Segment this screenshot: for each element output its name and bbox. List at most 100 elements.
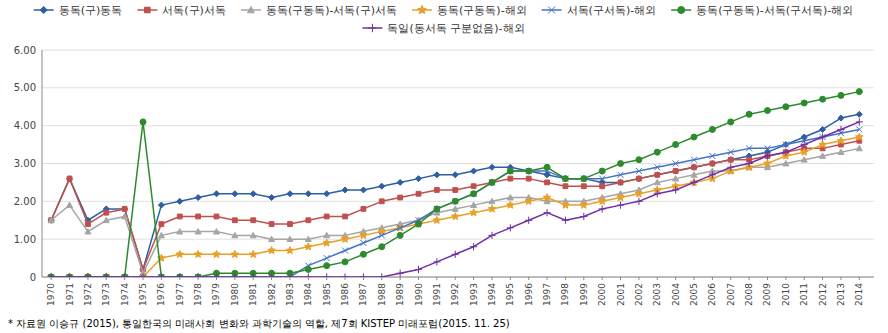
point-marker <box>783 142 789 148</box>
point-marker <box>195 274 201 277</box>
point-marker <box>416 191 421 196</box>
point-marker <box>764 108 770 114</box>
point-marker <box>416 176 422 182</box>
point-marker <box>323 239 330 246</box>
point-marker <box>543 209 550 216</box>
point-marker <box>543 194 550 201</box>
point-marker <box>562 217 569 224</box>
point-marker <box>306 218 311 223</box>
point-marker <box>654 172 660 178</box>
point-marker <box>837 126 844 133</box>
x-tick-label: 1994 <box>487 283 497 306</box>
point-marker <box>452 198 458 204</box>
point-marker <box>213 250 220 257</box>
x-tick-label: 1979 <box>211 283 221 306</box>
grid-line <box>42 239 874 240</box>
point-marker <box>452 213 459 220</box>
point-marker <box>360 240 366 246</box>
point-marker <box>48 274 54 277</box>
point-marker <box>490 180 495 185</box>
plot-area <box>47 89 863 277</box>
point-marker <box>452 198 458 204</box>
point-marker <box>434 188 439 193</box>
point-marker <box>856 126 862 132</box>
point-marker <box>159 222 164 227</box>
point-marker <box>746 160 753 167</box>
legend-marker <box>368 24 376 32</box>
point-marker <box>214 214 219 219</box>
point-marker <box>690 179 697 186</box>
point-marker <box>158 202 164 208</box>
x-tick-label: 2004 <box>671 283 681 306</box>
point-marker <box>360 251 366 257</box>
point-marker <box>470 209 477 216</box>
x-tick-label: 1982 <box>267 283 277 306</box>
legend-label: 서독(구)서독 <box>162 4 226 17</box>
point-marker <box>305 266 311 272</box>
y-tick-label: 4.00 <box>14 120 36 131</box>
point-marker <box>728 119 734 125</box>
point-marker <box>746 111 752 117</box>
x-tick-label: 2012 <box>818 283 828 306</box>
x-tick-label: 1986 <box>340 283 350 306</box>
point-marker <box>489 179 495 185</box>
point-marker <box>672 186 679 193</box>
point-marker <box>140 119 146 125</box>
point-marker <box>195 273 202 277</box>
point-marker <box>764 152 771 159</box>
point-marker <box>654 164 660 170</box>
point-marker <box>618 179 624 185</box>
x-tick-label: 2013 <box>836 283 846 306</box>
legend-item: 동독(구동독)-서독(구)서독 <box>241 4 397 17</box>
x-tick-label: 1972 <box>83 283 93 306</box>
point-marker <box>636 168 642 174</box>
point-marker <box>433 258 440 265</box>
legend-label: 동독(구)동독 <box>59 4 123 17</box>
x-tick-label: 2014 <box>854 283 864 306</box>
point-marker <box>581 184 586 189</box>
x-tick-label: 1989 <box>395 283 405 306</box>
point-marker <box>746 145 752 151</box>
point-marker <box>323 273 330 277</box>
point-marker <box>471 202 477 207</box>
point-marker <box>122 213 128 218</box>
point-marker <box>104 210 109 215</box>
chart: 동독(구)동독서독(구)서독동독(구동독)-서독(구)서독동독(구동독)-해외서… <box>0 0 888 333</box>
point-marker <box>599 168 605 174</box>
point-marker <box>48 217 54 222</box>
x-tick-label: 1973 <box>101 283 111 306</box>
point-marker <box>250 250 257 257</box>
point-marker <box>526 168 532 174</box>
point-marker <box>360 187 366 193</box>
grid-line <box>42 125 874 126</box>
point-marker <box>341 235 348 242</box>
point-marker <box>856 111 862 117</box>
x-tick-label: 1984 <box>303 283 313 306</box>
point-marker <box>250 232 256 237</box>
series-line <box>51 137 859 277</box>
point-marker <box>287 191 293 197</box>
point-marker <box>379 183 385 189</box>
point-marker <box>618 172 624 178</box>
point-marker <box>764 160 771 167</box>
point-marker <box>250 273 257 277</box>
point-marker <box>618 180 623 185</box>
legend-marker <box>418 5 427 13</box>
x-tick-label: 1970 <box>46 283 56 306</box>
point-marker <box>471 184 476 189</box>
point-marker <box>213 273 220 277</box>
point-marker <box>269 222 274 227</box>
x-tick-label: 2001 <box>616 283 626 306</box>
point-marker <box>122 274 128 277</box>
point-marker <box>122 207 127 212</box>
point-marker <box>66 273 73 277</box>
point-marker <box>177 274 183 277</box>
x-tick-label: 1981 <box>248 283 258 306</box>
series-line <box>51 114 859 269</box>
point-marker <box>342 187 348 193</box>
y-axis-line <box>42 50 43 277</box>
x-tick-label: 1983 <box>285 283 295 306</box>
point-marker <box>581 176 587 182</box>
point-marker <box>820 96 826 102</box>
point-marker <box>691 134 697 140</box>
